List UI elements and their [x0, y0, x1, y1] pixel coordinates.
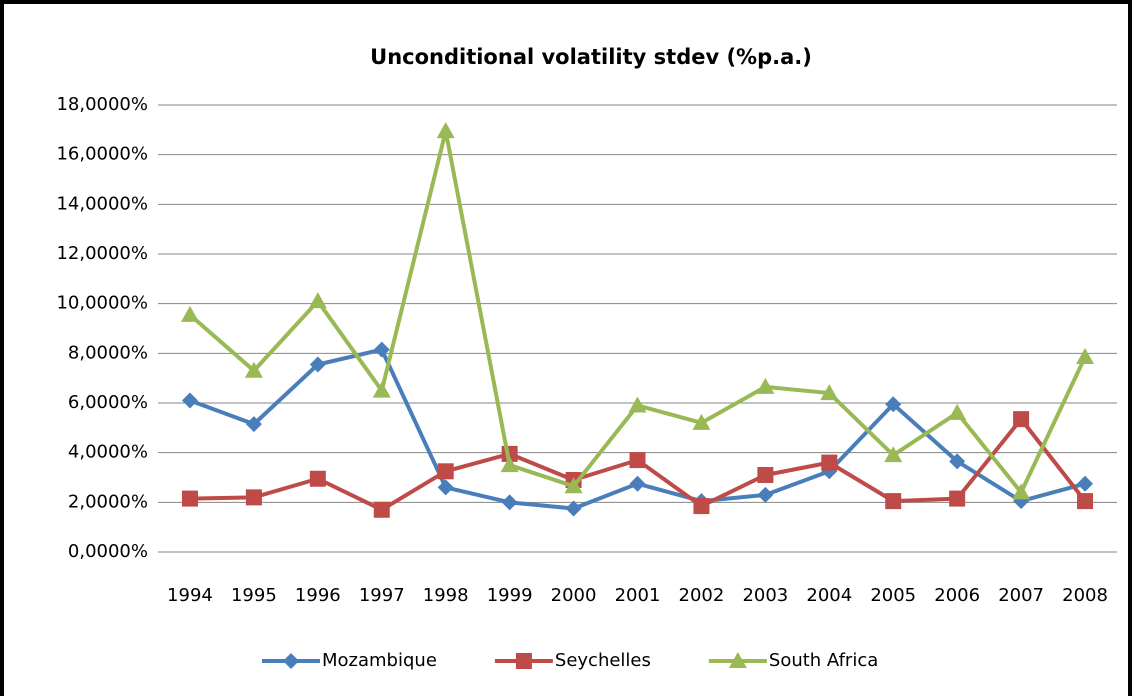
x-tick-label: 1994	[167, 585, 213, 606]
data-point	[757, 467, 774, 484]
data-point	[757, 486, 774, 503]
data-point	[373, 341, 390, 358]
data-point	[180, 305, 199, 322]
x-tick-label: 2000	[551, 585, 597, 606]
x-tick-label: 2002	[679, 585, 725, 606]
data-point	[756, 377, 775, 394]
data-point	[692, 413, 711, 430]
data-point	[629, 452, 646, 469]
data-point	[885, 396, 902, 413]
data-point	[309, 356, 326, 373]
data-point	[564, 477, 583, 494]
y-tick-label: 12,0000%	[56, 243, 148, 264]
data-point	[821, 454, 838, 471]
x-tick-label: 2003	[742, 585, 788, 606]
data-point	[629, 475, 646, 492]
data-point	[436, 122, 455, 139]
y-tick-label: 16,0000%	[56, 144, 148, 165]
data-point	[1013, 411, 1030, 428]
x-tick-label: 2007	[998, 585, 1044, 606]
data-point	[948, 403, 967, 420]
legend-marker	[728, 652, 747, 668]
data-point	[628, 396, 647, 413]
data-point	[245, 489, 262, 506]
data-point	[565, 500, 582, 517]
x-tick-label: 1996	[295, 585, 341, 606]
x-tick-label: 2006	[934, 585, 980, 606]
legend-label: Seychelles	[555, 650, 651, 671]
y-tick-label: 14,0000%	[56, 193, 148, 214]
x-tick-label: 2004	[806, 585, 852, 606]
x-tick-label: 1998	[423, 585, 469, 606]
data-point	[373, 501, 390, 518]
data-point	[1077, 475, 1094, 492]
data-point	[1076, 348, 1095, 365]
y-tick-label: 2,0000%	[68, 491, 148, 512]
y-tick-label: 18,0000%	[56, 94, 148, 115]
data-point	[437, 479, 454, 496]
data-point	[244, 361, 263, 378]
data-point	[501, 494, 518, 511]
data-point	[500, 456, 519, 473]
x-tick-label: 1995	[231, 585, 277, 606]
data-point	[693, 498, 710, 515]
y-tick-label: 8,0000%	[68, 342, 148, 363]
data-point	[245, 416, 262, 433]
y-tick-label: 6,0000%	[68, 392, 148, 413]
legend-marker	[283, 653, 299, 669]
data-point	[1012, 483, 1031, 500]
x-tick-label: 1999	[487, 585, 533, 606]
data-point	[308, 292, 327, 309]
x-tick-label: 2008	[1062, 585, 1108, 606]
legend-marker	[515, 653, 532, 669]
x-tick-label: 1997	[359, 585, 405, 606]
y-tick-label: 10,0000%	[56, 293, 148, 314]
x-tick-label: 2005	[870, 585, 916, 606]
data-point	[181, 392, 198, 409]
data-point	[949, 490, 966, 507]
data-point	[372, 381, 391, 398]
y-tick-label: 0,0000%	[68, 541, 148, 562]
data-point	[884, 446, 903, 463]
data-point	[820, 384, 839, 401]
x-tick-label: 2001	[615, 585, 661, 606]
data-point	[309, 470, 326, 487]
data-point	[437, 463, 454, 480]
chart-title: Unconditional volatility stdev (%p.a.)	[370, 45, 812, 69]
y-tick-label: 4,0000%	[68, 442, 148, 463]
data-point	[181, 490, 198, 507]
data-point	[1077, 493, 1094, 510]
legend-label: Mozambique	[322, 650, 437, 671]
data-point	[885, 493, 902, 510]
data-point	[949, 453, 966, 470]
legend-label: South Africa	[769, 650, 878, 671]
